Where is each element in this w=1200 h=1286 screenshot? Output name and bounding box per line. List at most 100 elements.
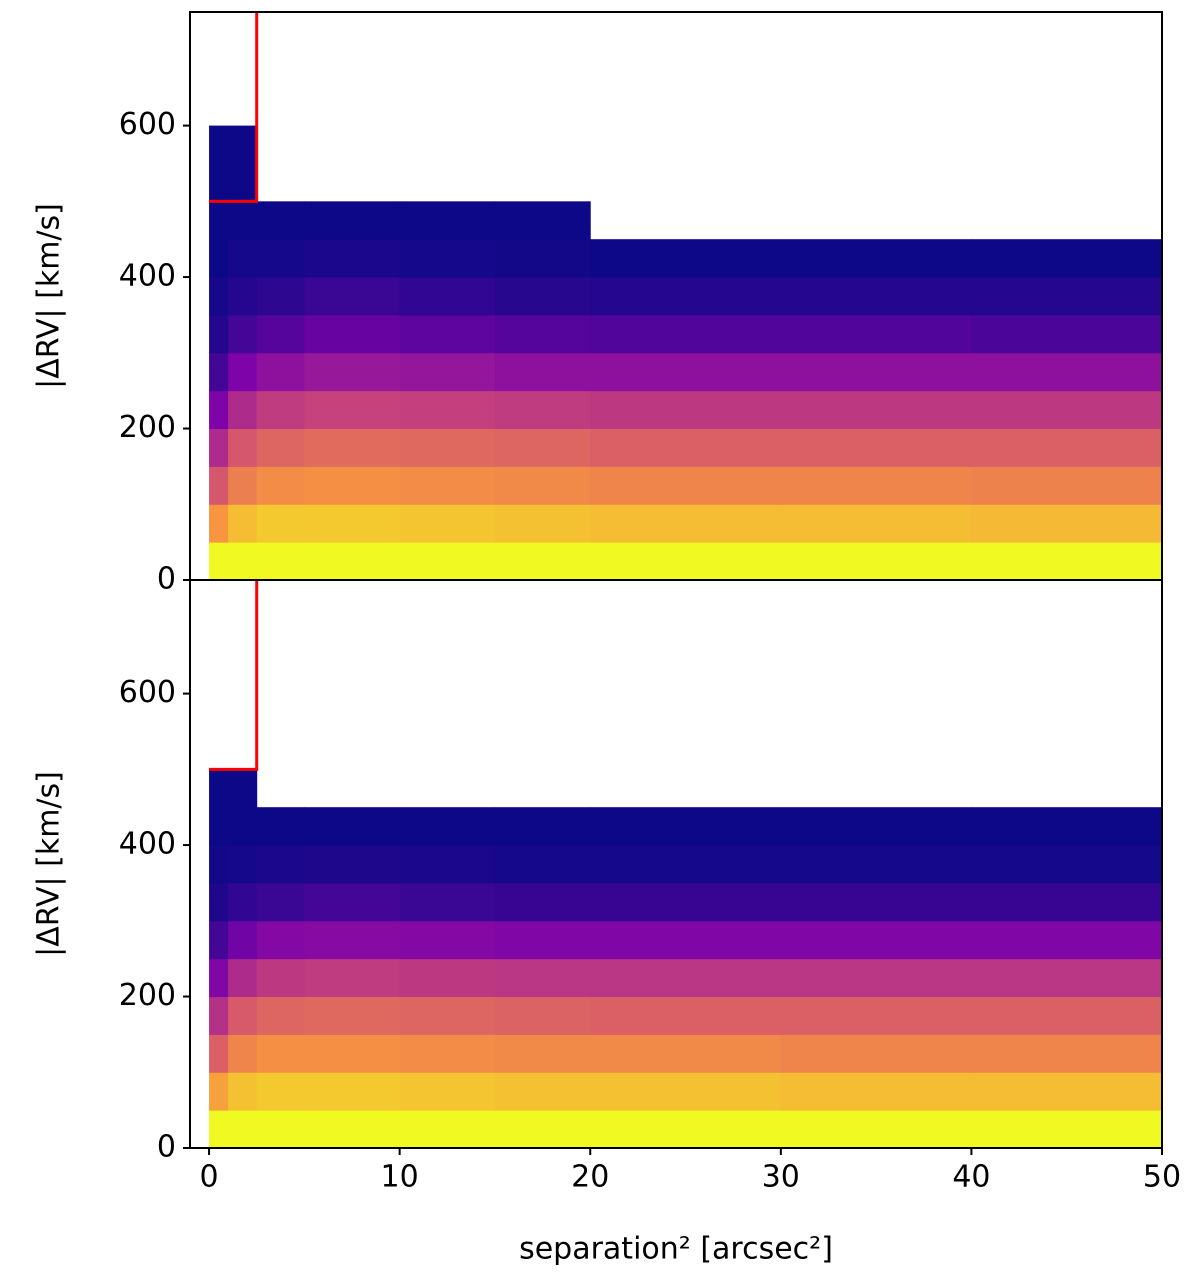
heat-cell [399, 882, 496, 922]
heat-cell [399, 996, 496, 1035]
heat-cell [256, 314, 305, 354]
heat-cell [590, 1072, 782, 1111]
heat-cell [399, 920, 496, 960]
heat-cell [209, 996, 229, 1035]
heat-cell [399, 504, 496, 543]
heat-cell [228, 845, 258, 884]
heat-cell [590, 352, 782, 392]
x-tick-label: 10 [381, 1160, 419, 1195]
y-tick-label: 0 [157, 1130, 176, 1165]
heat-cell [304, 428, 401, 467]
heat-cell [780, 1034, 972, 1073]
heat-cell [228, 239, 258, 278]
heat-cell [304, 504, 401, 543]
heat-cell [209, 390, 229, 430]
x-tick-label: 50 [1143, 1160, 1181, 1195]
heat-cell [971, 882, 1163, 922]
heat-cell [228, 882, 258, 922]
heat-cell [399, 352, 496, 392]
threshold-line [209, 12, 259, 203]
heat-cell [256, 428, 305, 467]
heat-cell [399, 428, 496, 467]
heat-cell [399, 542, 496, 581]
heat-cell [494, 920, 591, 960]
heat-cell [399, 1110, 496, 1149]
heat-cell [494, 277, 591, 316]
y-tick-label: 400 [119, 259, 176, 294]
heat-cell [780, 807, 972, 846]
heat-cell [209, 428, 229, 467]
heat-cell [256, 201, 305, 240]
threshold-line [209, 580, 259, 771]
y-tick-label: 200 [119, 410, 176, 445]
heat-cell [304, 882, 401, 922]
heat-cell [304, 1072, 401, 1111]
heat-cell [399, 314, 496, 354]
heat-cell [590, 882, 782, 922]
heat-cell [228, 390, 258, 430]
heat-cell [971, 466, 1163, 505]
heat-cell [256, 920, 305, 960]
heat-cell [590, 428, 782, 467]
heat-cell [494, 201, 591, 240]
x-tick-label: 20 [571, 1160, 609, 1195]
heat-cell [228, 428, 258, 467]
heat-cell [228, 1034, 258, 1073]
heat-cell [256, 466, 305, 505]
heat-cell [209, 807, 229, 846]
heat-cell [399, 958, 496, 998]
heat-cell [590, 845, 782, 884]
heat-cell [780, 352, 972, 392]
heat-cell [256, 1110, 305, 1149]
heat-cell [256, 277, 305, 316]
heat-cell [780, 428, 972, 467]
heat-cell [494, 1110, 591, 1149]
heat-cell [494, 882, 591, 922]
y-tick-label: 600 [119, 107, 176, 142]
heat-cell [256, 807, 305, 846]
x-tick-label: 40 [952, 1160, 990, 1195]
heat-cell [494, 542, 591, 581]
heat-cell [228, 314, 258, 354]
heat-cell [971, 807, 1163, 846]
heat-cell [209, 201, 229, 240]
x-tick-label: 30 [762, 1160, 800, 1195]
heat-cell [590, 1110, 782, 1149]
heat-cell [209, 920, 229, 960]
heat-cell [494, 996, 591, 1035]
heat-cell [228, 352, 258, 392]
y-tick-label: 0 [157, 562, 176, 597]
heat-cell [971, 542, 1163, 581]
heat-cell [590, 958, 782, 998]
x-axis-label: separation² [arcsec²] [519, 1232, 833, 1267]
heat-cell [780, 390, 972, 430]
heat-cell [780, 845, 972, 884]
heat-cell [971, 1110, 1163, 1149]
heat-cell [780, 542, 972, 581]
heat-cell [780, 239, 972, 278]
heat-cell [971, 845, 1163, 884]
heat-cell [304, 201, 401, 240]
heat-cell [494, 428, 591, 467]
heat-cell [590, 1034, 782, 1073]
heat-cell [228, 201, 258, 240]
heat-cell [256, 352, 305, 392]
heat-cell [304, 920, 401, 960]
heat-cell [971, 1072, 1163, 1111]
heat-cell [494, 314, 591, 354]
heat-cell [304, 1034, 401, 1073]
y-axis-label: |ΔRV| [km/s] [32, 203, 67, 389]
heat-cell [590, 920, 782, 960]
heat-cell [228, 163, 258, 202]
heat-cell [590, 390, 782, 430]
heat-cell [304, 352, 401, 392]
heat-cell [209, 352, 229, 392]
heat-cell [971, 277, 1163, 316]
heat-cell [228, 920, 258, 960]
heat-cell [256, 882, 305, 922]
heat-cell [209, 163, 229, 202]
heat-cell [209, 466, 229, 505]
heat-cell [304, 277, 401, 316]
heat-cell [971, 352, 1163, 392]
heat-cell [209, 958, 229, 998]
